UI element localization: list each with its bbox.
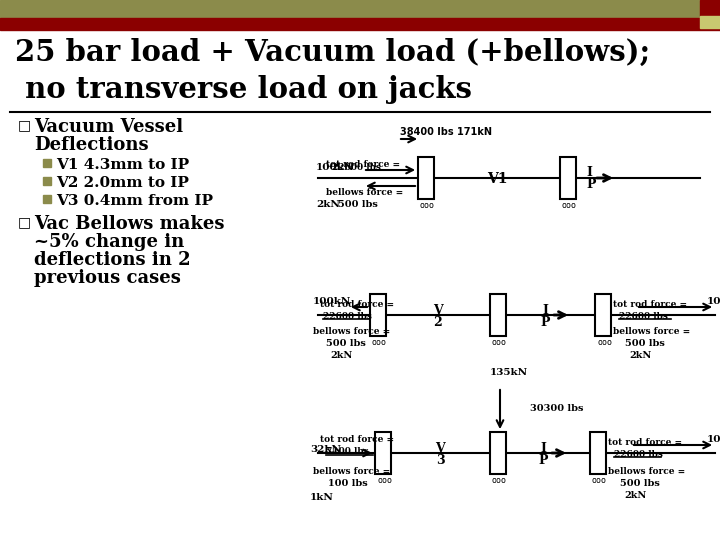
Text: 2kN: 2kN xyxy=(316,200,340,209)
Text: Deflections: Deflections xyxy=(34,136,148,154)
Text: 100 lbs: 100 lbs xyxy=(328,479,368,488)
Text: 135kN: 135kN xyxy=(490,368,528,377)
Text: 1kN: 1kN xyxy=(310,493,334,502)
Text: □: □ xyxy=(18,215,31,229)
Text: 2kN: 2kN xyxy=(330,351,352,360)
Bar xyxy=(595,294,611,336)
Text: I: I xyxy=(540,442,546,456)
Text: V: V xyxy=(435,442,445,456)
Text: ooo: ooo xyxy=(562,201,577,210)
Bar xyxy=(418,157,434,199)
Text: 500 lbs: 500 lbs xyxy=(326,339,366,348)
Text: P: P xyxy=(586,178,595,191)
Text: ooo: ooo xyxy=(420,201,435,210)
Text: ooo: ooo xyxy=(592,476,607,485)
Text: 500 lbs: 500 lbs xyxy=(625,339,665,348)
Text: 32kN: 32kN xyxy=(310,446,341,455)
Text: V1 4.3mm to IP: V1 4.3mm to IP xyxy=(56,158,189,172)
Text: 22600 lbs: 22600 lbs xyxy=(614,450,663,459)
Text: 30300 lbs: 30300 lbs xyxy=(530,404,583,413)
Text: I: I xyxy=(542,305,548,318)
Text: ooo: ooo xyxy=(377,476,392,485)
Text: 2kN: 2kN xyxy=(629,351,652,360)
Text: 100kN: 100kN xyxy=(707,297,720,306)
Text: 22600 lbs: 22600 lbs xyxy=(332,163,381,172)
Text: 25 bar load + Vacuum load (+bellows);: 25 bar load + Vacuum load (+bellows); xyxy=(15,38,650,67)
Bar xyxy=(43,177,51,185)
Text: tot rod force =: tot rod force = xyxy=(320,435,394,444)
Bar xyxy=(0,0,720,18)
Text: 7100 lbs: 7100 lbs xyxy=(326,447,369,456)
Text: 100kN: 100kN xyxy=(313,297,351,306)
Text: 2kN: 2kN xyxy=(624,491,647,500)
Text: 3: 3 xyxy=(436,454,444,467)
Text: tot rod force =: tot rod force = xyxy=(608,438,682,447)
Text: ooo: ooo xyxy=(597,338,612,347)
Text: bellows force =: bellows force = xyxy=(608,467,685,476)
Bar xyxy=(375,432,391,474)
Text: previous cases: previous cases xyxy=(34,269,181,287)
Text: P: P xyxy=(539,454,548,467)
Text: deflections in 2: deflections in 2 xyxy=(34,251,191,269)
Bar xyxy=(590,432,606,474)
Bar xyxy=(490,432,506,474)
Text: 38400 lbs 171kN: 38400 lbs 171kN xyxy=(400,127,492,137)
Text: 100kN: 100kN xyxy=(316,164,354,172)
Bar xyxy=(43,195,51,203)
Text: bellows force =: bellows force = xyxy=(313,467,390,476)
Bar xyxy=(0,18,720,30)
Text: V3 0.4mm from IP: V3 0.4mm from IP xyxy=(56,194,213,208)
Text: Vac Bellows makes: Vac Bellows makes xyxy=(34,215,225,233)
Bar xyxy=(490,294,506,336)
Text: V1: V1 xyxy=(487,172,508,186)
Text: 22600 lbs: 22600 lbs xyxy=(323,312,372,321)
Text: 22600 lbs: 22600 lbs xyxy=(619,312,668,321)
Text: bellows force =: bellows force = xyxy=(613,327,690,336)
Text: 500 lbs: 500 lbs xyxy=(338,200,378,209)
Text: tot rod force =: tot rod force = xyxy=(613,300,687,309)
Text: tot rod force =: tot rod force = xyxy=(326,160,400,169)
Bar xyxy=(43,159,51,167)
Text: ooo: ooo xyxy=(372,338,387,347)
Text: ooo: ooo xyxy=(492,338,507,347)
Bar xyxy=(370,294,386,336)
Text: tot rod force =: tot rod force = xyxy=(320,300,394,309)
Text: bellows force =: bellows force = xyxy=(326,188,403,197)
Text: □: □ xyxy=(18,118,31,132)
Text: V2 2.0mm to IP: V2 2.0mm to IP xyxy=(56,176,189,190)
Text: V: V xyxy=(433,305,443,318)
Bar xyxy=(700,0,720,16)
Text: 500 lbs: 500 lbs xyxy=(620,479,660,488)
Bar xyxy=(700,16,720,28)
Bar xyxy=(560,157,576,199)
Text: ooo: ooo xyxy=(492,476,507,485)
Text: P: P xyxy=(540,315,550,328)
Text: no transverse load on jacks: no transverse load on jacks xyxy=(15,75,472,104)
Text: ~5% change in: ~5% change in xyxy=(34,233,184,251)
Text: Vacuum Vessel: Vacuum Vessel xyxy=(34,118,183,136)
Text: bellows force =: bellows force = xyxy=(313,327,390,336)
Text: 2: 2 xyxy=(433,315,442,328)
Text: I: I xyxy=(586,166,592,179)
Text: 100kN: 100kN xyxy=(707,435,720,444)
